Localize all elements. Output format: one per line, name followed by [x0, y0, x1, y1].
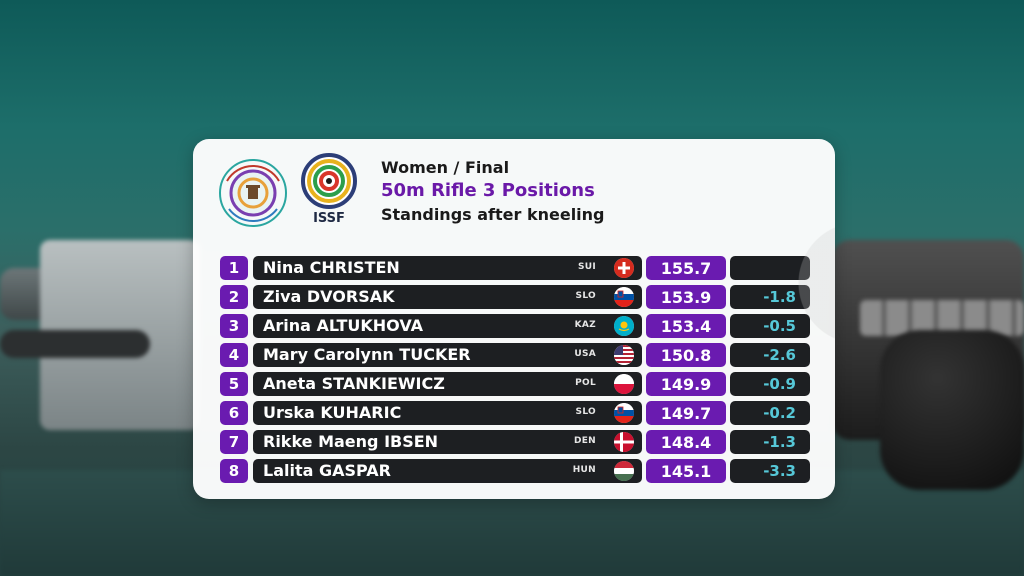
kazakhstan-flag-icon — [614, 316, 634, 336]
athlete-name: Aneta STANKIEWICZ — [263, 374, 445, 393]
table-row: 5 Aneta STANKIEWICZ POL 149.9 -0.9 — [220, 372, 810, 396]
rank-badge: 6 — [220, 401, 248, 425]
background-grip — [880, 330, 1024, 490]
gap-cell: -0.9 — [730, 372, 810, 396]
rank-badge: 8 — [220, 459, 248, 483]
gap-cell: -1.3 — [730, 430, 810, 454]
denmark-flag-icon — [614, 432, 634, 452]
gap-cell: -0.5 — [730, 314, 810, 338]
standings-panel: ISSF Women / Final 50m Rifle 3 Positions… — [193, 139, 835, 499]
event-category: Women / Final — [381, 158, 510, 177]
athlete-name: Nina CHRISTEN — [263, 258, 400, 277]
issf-logo: ISSF — [301, 153, 357, 229]
noc-code: SUI — [577, 262, 596, 272]
athlete-name: Urska KUHARIC — [263, 403, 402, 422]
rank-badge: 7 — [220, 430, 248, 454]
table-row: 7 Rikke Maeng IBSEN DEN 148.4 -1.3 — [220, 430, 810, 454]
issf-logo-text: ISSF — [313, 211, 345, 226]
athlete-name: Mary Carolynn TUCKER — [263, 345, 471, 364]
usa-flag-icon — [614, 345, 634, 365]
standings-table: 1 Nina CHRISTEN SUI 155.7 2 Ziva DVORSAK… — [220, 256, 810, 488]
athlete-bar: Urska KUHARIC SLO — [253, 401, 642, 425]
athlete-name: Lalita GASPAR — [263, 461, 391, 480]
score-cell: 149.9 — [646, 372, 726, 396]
table-row: 4 Mary Carolynn TUCKER USA 150.8 -2.6 — [220, 343, 810, 367]
table-row: 1 Nina CHRISTEN SUI 155.7 — [220, 256, 810, 280]
noc-code: KAZ — [574, 320, 596, 330]
poland-flag-icon — [614, 374, 634, 394]
gap-cell — [730, 256, 810, 280]
gap-cell: -1.8 — [730, 285, 810, 309]
score-cell: 149.7 — [646, 401, 726, 425]
noc-code: SLO — [575, 291, 596, 301]
rank-badge: 4 — [220, 343, 248, 367]
event-stage: Standings after kneeling — [381, 205, 605, 224]
gap-cell: -3.3 — [730, 459, 810, 483]
table-row: 6 Urska KUHARIC SLO 149.7 -0.2 — [220, 401, 810, 425]
slovenia-flag-icon — [614, 287, 634, 307]
gap-cell: -2.6 — [730, 343, 810, 367]
gap-cell: -0.2 — [730, 401, 810, 425]
score-cell: 153.4 — [646, 314, 726, 338]
athlete-bar: Ziva DVORSAK SLO — [253, 285, 642, 309]
athlete-bar: Rikke Maeng IBSEN DEN — [253, 430, 642, 454]
athlete-name: Rikke Maeng IBSEN — [263, 432, 439, 451]
hungary-flag-icon — [614, 461, 634, 481]
athlete-bar: Lalita GASPAR HUN — [253, 459, 642, 483]
athlete-bar: Nina CHRISTEN SUI — [253, 256, 642, 280]
event-name: 50m Rifle 3 Positions — [381, 180, 595, 201]
table-row: 3 Arina ALTUKHOVA KAZ 153.4 -0.5 — [220, 314, 810, 338]
noc-code: SLO — [575, 407, 596, 417]
slovenia-flag-icon — [614, 403, 634, 423]
noc-code: USA — [574, 349, 596, 359]
event-titles: Women / Final 50m Rifle 3 Positions Stan… — [381, 157, 605, 227]
rank-badge: 3 — [220, 314, 248, 338]
noc-code: POL — [575, 378, 596, 388]
score-cell: 153.9 — [646, 285, 726, 309]
world-cup-logo — [217, 157, 289, 229]
background-cable — [0, 330, 150, 358]
noc-code: HUN — [572, 465, 596, 475]
switzerland-flag-icon — [614, 258, 634, 278]
athlete-bar: Aneta STANKIEWICZ POL — [253, 372, 642, 396]
athlete-bar: Mary Carolynn TUCKER USA — [253, 343, 642, 367]
score-cell: 148.4 — [646, 430, 726, 454]
athlete-name: Arina ALTUKHOVA — [263, 316, 423, 335]
score-cell: 155.7 — [646, 256, 726, 280]
athlete-bar: Arina ALTUKHOVA KAZ — [253, 314, 642, 338]
rank-badge: 5 — [220, 372, 248, 396]
table-row: 8 Lalita GASPAR HUN 145.1 -3.3 — [220, 459, 810, 483]
score-cell: 150.8 — [646, 343, 726, 367]
rank-badge: 2 — [220, 285, 248, 309]
table-row: 2 Ziva DVORSAK SLO 153.9 -1.8 — [220, 285, 810, 309]
noc-code: DEN — [573, 436, 596, 446]
athlete-name: Ziva DVORSAK — [263, 287, 395, 306]
score-cell: 145.1 — [646, 459, 726, 483]
rank-badge: 1 — [220, 256, 248, 280]
